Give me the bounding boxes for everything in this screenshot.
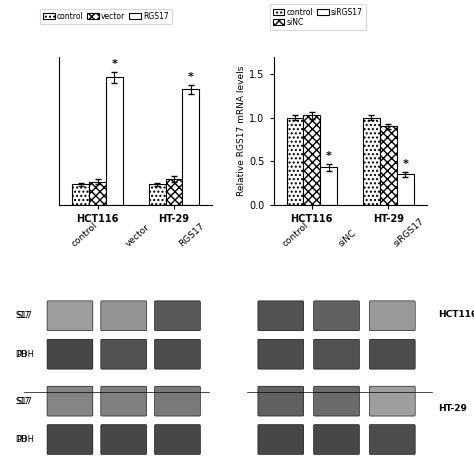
Text: siRGS17: siRGS17 bbox=[392, 217, 426, 249]
FancyBboxPatch shape bbox=[258, 425, 304, 455]
Legend: control, vector, RGS17: control, vector, RGS17 bbox=[40, 9, 172, 24]
FancyBboxPatch shape bbox=[47, 386, 93, 416]
Bar bbox=[303, 115, 320, 205]
FancyBboxPatch shape bbox=[155, 425, 201, 455]
Text: S17: S17 bbox=[15, 397, 29, 406]
Bar bbox=[149, 184, 165, 205]
FancyBboxPatch shape bbox=[314, 386, 359, 416]
FancyBboxPatch shape bbox=[101, 425, 146, 455]
Bar bbox=[165, 179, 182, 205]
Bar bbox=[363, 118, 380, 205]
Bar bbox=[380, 127, 397, 205]
Text: DH: DH bbox=[15, 350, 27, 359]
Text: *: * bbox=[188, 72, 194, 82]
Text: vector: vector bbox=[124, 223, 151, 249]
Text: DH: DH bbox=[15, 435, 27, 444]
Text: S17: S17 bbox=[16, 311, 32, 320]
Text: RGS17: RGS17 bbox=[177, 221, 206, 249]
Y-axis label: Relative RGS17 mRNA levels: Relative RGS17 mRNA levels bbox=[237, 66, 246, 196]
FancyBboxPatch shape bbox=[369, 339, 415, 369]
FancyBboxPatch shape bbox=[155, 301, 201, 331]
FancyBboxPatch shape bbox=[314, 301, 359, 331]
FancyBboxPatch shape bbox=[258, 339, 304, 369]
FancyBboxPatch shape bbox=[314, 339, 359, 369]
FancyBboxPatch shape bbox=[258, 301, 304, 331]
FancyBboxPatch shape bbox=[47, 301, 93, 331]
Text: *: * bbox=[402, 159, 408, 169]
FancyBboxPatch shape bbox=[258, 386, 304, 416]
Text: PDH: PDH bbox=[16, 435, 34, 444]
Bar bbox=[320, 167, 337, 205]
FancyBboxPatch shape bbox=[369, 386, 415, 416]
Text: S17: S17 bbox=[16, 397, 32, 406]
Text: PDH: PDH bbox=[16, 350, 34, 359]
FancyBboxPatch shape bbox=[47, 425, 93, 455]
FancyBboxPatch shape bbox=[369, 301, 415, 331]
FancyBboxPatch shape bbox=[155, 339, 201, 369]
Bar bbox=[89, 182, 106, 205]
Bar bbox=[287, 118, 303, 205]
FancyBboxPatch shape bbox=[101, 386, 146, 416]
Text: siNC: siNC bbox=[337, 228, 357, 249]
FancyBboxPatch shape bbox=[155, 386, 201, 416]
FancyBboxPatch shape bbox=[47, 339, 93, 369]
Legend: control, siNC, siRGS17: control, siNC, siRGS17 bbox=[270, 4, 366, 30]
Text: HCT116: HCT116 bbox=[438, 310, 474, 319]
FancyBboxPatch shape bbox=[314, 425, 359, 455]
Text: control: control bbox=[281, 221, 310, 249]
Text: *: * bbox=[326, 151, 332, 161]
FancyBboxPatch shape bbox=[369, 425, 415, 455]
Bar bbox=[397, 174, 414, 205]
FancyBboxPatch shape bbox=[101, 339, 146, 369]
FancyBboxPatch shape bbox=[101, 301, 146, 331]
Bar bbox=[106, 77, 123, 205]
Bar bbox=[182, 89, 199, 205]
Text: control: control bbox=[70, 221, 100, 249]
Bar bbox=[72, 184, 89, 205]
Text: HT-29: HT-29 bbox=[438, 404, 467, 413]
Text: *: * bbox=[111, 59, 117, 69]
Text: S17: S17 bbox=[15, 311, 29, 320]
